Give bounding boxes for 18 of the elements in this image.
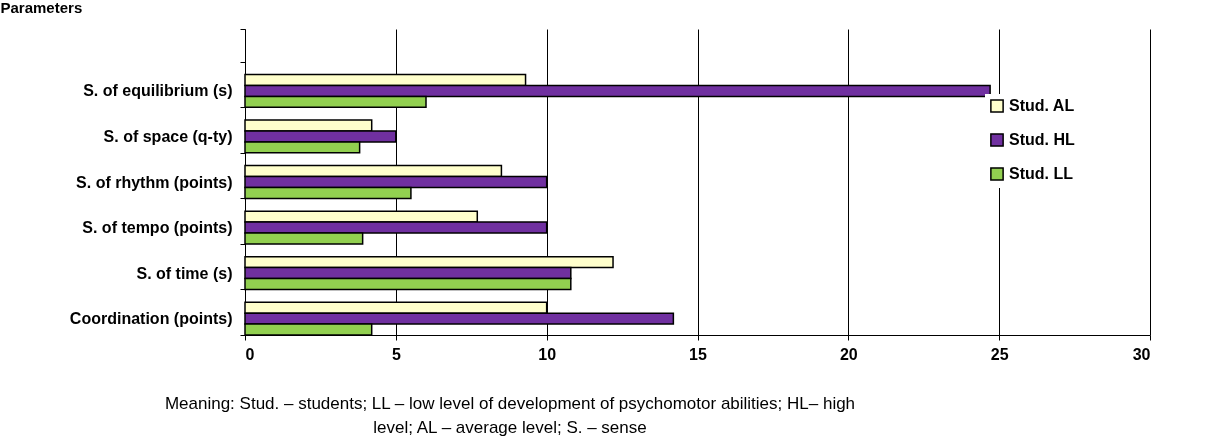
y-tick-label: S. of equilibrium (s) [83, 82, 233, 100]
legend-label: Stud. LL [1009, 165, 1074, 182]
x-tick-label: 0 [245, 345, 255, 363]
x-tick-label: 20 [839, 345, 858, 363]
y-tick-label: S. of time (s) [136, 264, 233, 282]
y-tick-label: Coordination (points) [69, 310, 233, 328]
y-axis-title: Parameters [0, 0, 83, 16]
legend-label: Stud. HL [1009, 131, 1075, 148]
x-tick-label: 25 [990, 345, 1009, 363]
legend-label: Stud. AL [1009, 97, 1075, 114]
y-tick-label: S. of space (q-ty) [103, 127, 233, 145]
y-tick-label: S. of tempo (points) [82, 219, 233, 237]
text: Meaning: Stud. – students; LL – low level of development of psychomotor abilities; HL– high level; AL – average level; S. – sense [163, 393, 857, 439]
y-tick-label: S. of rhythm (points) [76, 173, 233, 191]
x-tick-label: 30 [1132, 345, 1151, 363]
x-tick-label: 15 [689, 345, 707, 363]
x-tick-label: 10 [538, 345, 557, 363]
x-tick-label: 5 [391, 345, 401, 363]
